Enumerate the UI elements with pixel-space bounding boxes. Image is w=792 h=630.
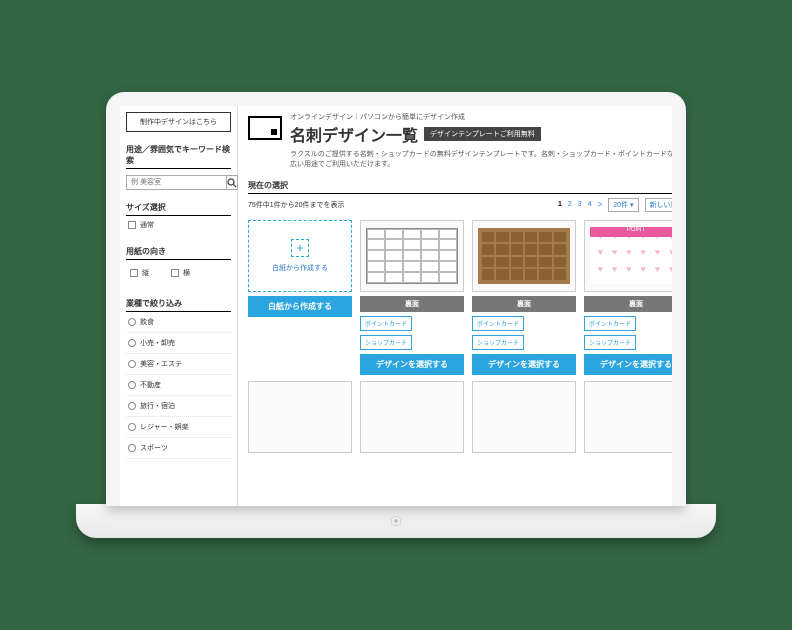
template-thumbnail[interactable] (584, 381, 672, 453)
industry-list: 飲食 小売・卸売 美容・エステ 不動産 旅行・宿泊 レジャー・娯楽 スポーツ (126, 312, 231, 459)
page-link[interactable]: 4 (588, 201, 592, 208)
tag[interactable]: ポイントカード (472, 316, 524, 331)
template-card: 裏面 ポイントカード ショップカード デザインを選択する (472, 220, 576, 375)
page-description: ラクスルのご提供する名刺・ショップカードの無料デザインテンプレートです。名刺・シ… (290, 150, 672, 170)
orientation-vertical[interactable]: 縦 (128, 264, 151, 282)
select-design-button[interactable]: デザインを選択する (360, 354, 464, 375)
industry-item[interactable]: 飲食 (126, 312, 231, 333)
industry-item[interactable]: 美容・エステ (126, 354, 231, 375)
search-icon (227, 178, 237, 188)
template-card: ♥♥♥♥♥♥ ♥♥♥♥♥♥ ♥♥♥♥♥♥ 裏面 ポイントカード ショップカード … (584, 220, 672, 375)
sidebar: 制作中デザインはこちら 用途／雰囲気でキーワード検索 サイズ選択 通常 用紙の向… (120, 106, 238, 506)
list-toolbar: 75件中1件から20件までを表示 1 2 3 4 > 20件 ▾ 新しい順 ▾ (248, 198, 672, 212)
template-grid-row2 (248, 381, 672, 453)
face-button[interactable]: 裏面 (472, 296, 576, 312)
search-button[interactable] (227, 175, 238, 190)
page-header: オンラインデザイン｜パソコンから簡単にデザイン作成 名刺デザイン一覧 デザインテ… (248, 112, 672, 170)
search-section-title: 用途／雰囲気でキーワード検索 (126, 140, 231, 169)
template-thumbnail[interactable]: ♥♥♥♥♥♥ ♥♥♥♥♥♥ ♥♥♥♥♥♥ (584, 220, 672, 292)
radio-icon (128, 381, 136, 389)
tag[interactable]: ポイントカード (360, 316, 412, 331)
orientation-horizontal[interactable]: 横 (169, 264, 192, 282)
radio-icon (128, 402, 136, 410)
free-badge: デザインテンプレートご利用無料 (424, 127, 541, 141)
screen: 制作中デザインはこちら 用途／雰囲気でキーワード検索 サイズ選択 通常 用紙の向… (120, 106, 672, 506)
plus-icon: + (291, 239, 309, 257)
tag[interactable]: ポイントカード (584, 316, 636, 331)
page-next[interactable]: > (598, 200, 603, 209)
orientation-label: 縦 (142, 268, 149, 278)
breadcrumb: オンラインデザイン｜パソコンから簡単にデザイン作成 (290, 112, 672, 122)
industry-section-title: 業種で絞り込み (126, 294, 231, 312)
orientation-section-title: 用紙の向き (126, 242, 231, 260)
radio-icon (128, 360, 136, 368)
template-thumbnail[interactable] (360, 381, 464, 453)
laptop-base: ⦿ (76, 504, 716, 538)
tag[interactable]: ショップカード (472, 335, 524, 350)
page-link[interactable]: 1 (558, 201, 562, 208)
industry-item[interactable]: レジャー・娯楽 (126, 417, 231, 438)
page-link[interactable]: 3 (578, 201, 582, 208)
template-thumbnail[interactable] (360, 220, 464, 292)
tag[interactable]: ショップカード (360, 335, 412, 350)
editing-designs-link[interactable]: 制作中デザインはこちら (126, 112, 231, 132)
page-link[interactable]: 2 (568, 201, 572, 208)
card-icon (248, 116, 282, 140)
industry-item[interactable]: 不動産 (126, 375, 231, 396)
current-selection-title: 現在の選択 (248, 180, 672, 194)
tag[interactable]: ショップカード (584, 335, 636, 350)
template-thumbnail[interactable] (472, 220, 576, 292)
per-page-select[interactable]: 20件 ▾ (608, 198, 638, 212)
radio-icon (128, 444, 136, 452)
radio-icon (128, 423, 136, 431)
industry-item[interactable]: 旅行・宿泊 (126, 396, 231, 417)
size-section-title: サイズ選択 (126, 198, 231, 216)
main-content: オンラインデザイン｜パソコンから簡単にデザイン作成 名刺デザイン一覧 デザインテ… (238, 106, 672, 506)
size-option-label: 通常 (140, 220, 154, 230)
size-option-normal[interactable]: 通常 (126, 216, 231, 234)
template-grid: + 白紙から作成する 白紙から作成する 裏面 ポイントカード ショップカー (248, 220, 672, 375)
create-blank-button[interactable]: 白紙から作成する (248, 296, 352, 317)
result-count: 75件中1件から20件までを表示 (248, 200, 344, 210)
checkbox-icon (130, 269, 138, 277)
template-thumbnail[interactable] (248, 381, 352, 453)
search-input[interactable] (126, 175, 227, 190)
industry-item[interactable]: 小売・卸売 (126, 333, 231, 354)
template-thumbnail[interactable] (472, 381, 576, 453)
select-design-button[interactable]: デザインを選択する (584, 354, 672, 375)
pagination: 1 2 3 4 > 20件 ▾ 新しい順 ▾ (558, 198, 672, 212)
template-card: 裏面 ポイントカード ショップカード デザインを選択する (360, 220, 464, 375)
industry-item[interactable]: スポーツ (126, 438, 231, 459)
radio-icon (128, 339, 136, 347)
radio-icon (128, 318, 136, 326)
blank-thumbnail[interactable]: + 白紙から作成する (248, 220, 352, 292)
orientation-label: 横 (183, 268, 190, 278)
checkbox-icon (171, 269, 179, 277)
blank-label: 白紙から作成する (272, 263, 328, 273)
face-button[interactable]: 裏面 (584, 296, 672, 312)
select-design-button[interactable]: デザインを選択する (472, 354, 576, 375)
page-title: 名刺デザイン一覧 (290, 122, 418, 146)
laptop-frame: 制作中デザインはこちら 用途／雰囲気でキーワード検索 サイズ選択 通常 用紙の向… (106, 92, 686, 506)
face-button[interactable]: 裏面 (360, 296, 464, 312)
template-card-blank: + 白紙から作成する 白紙から作成する (248, 220, 352, 375)
checkbox-icon (128, 221, 136, 229)
sort-select[interactable]: 新しい順 ▾ (645, 198, 672, 212)
